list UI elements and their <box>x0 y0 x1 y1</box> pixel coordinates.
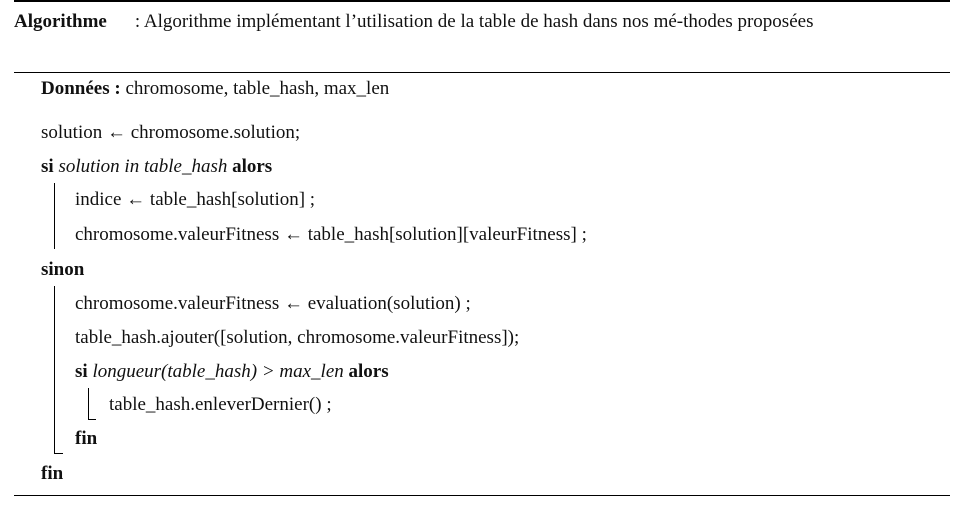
inner-end-line: fin <box>75 428 98 449</box>
inner-if-line: si longueur(table_hash) > max_len alors <box>75 360 389 384</box>
caption-text: : Algorithme implémentant l’utilisation … <box>134 11 814 32</box>
else-block-tick <box>54 453 63 454</box>
fitness-lookup-line: chromosome.valeurFitness ← table_hash[so… <box>75 224 587 245</box>
else-keyword: sinon <box>41 259 85 280</box>
else-line: sinon <box>41 258 84 282</box>
inner-if-block-bar <box>88 388 89 420</box>
if-condition: solution in table_hash <box>58 156 228 177</box>
caption-label: Algorithme <box>14 11 107 32</box>
else-block-bar <box>54 286 55 454</box>
inner-if-condition: longueur(table_hash) > max_len <box>92 361 344 382</box>
solution-line: solution ← chromosome.solution; <box>41 122 301 143</box>
inner-if-block-tick <box>88 419 96 420</box>
outer-end-line: fin <box>41 463 64 484</box>
inner-then-keyword: alors <box>348 361 389 382</box>
then-keyword: alors <box>232 156 273 177</box>
input-line: Données : chromosome, table_hash, max_le… <box>41 77 389 101</box>
data-keyword: Données : <box>41 78 121 99</box>
if-line: si solution in table_hash alors <box>41 155 272 179</box>
remove-line: table_hash.enleverDernier() ; <box>109 394 332 415</box>
bottom-rule <box>14 495 950 496</box>
caption-rule <box>14 72 950 73</box>
if-block-bar <box>54 183 55 249</box>
if-keyword: si <box>41 156 54 177</box>
data-value: chromosome, table_hash, max_len <box>125 78 390 99</box>
add-line: table_hash.ajouter([solution, chromosome… <box>75 327 520 348</box>
inner-if-keyword: si <box>75 361 88 382</box>
fitness-eval-line: chromosome.valeurFitness ← evaluation(so… <box>75 293 471 314</box>
algorithm-caption: Algorithme : Algorithme implémentant l’ut… <box>14 6 944 38</box>
indice-line: indice ← table_hash[solution] ; <box>75 189 316 210</box>
top-rule <box>14 0 950 2</box>
